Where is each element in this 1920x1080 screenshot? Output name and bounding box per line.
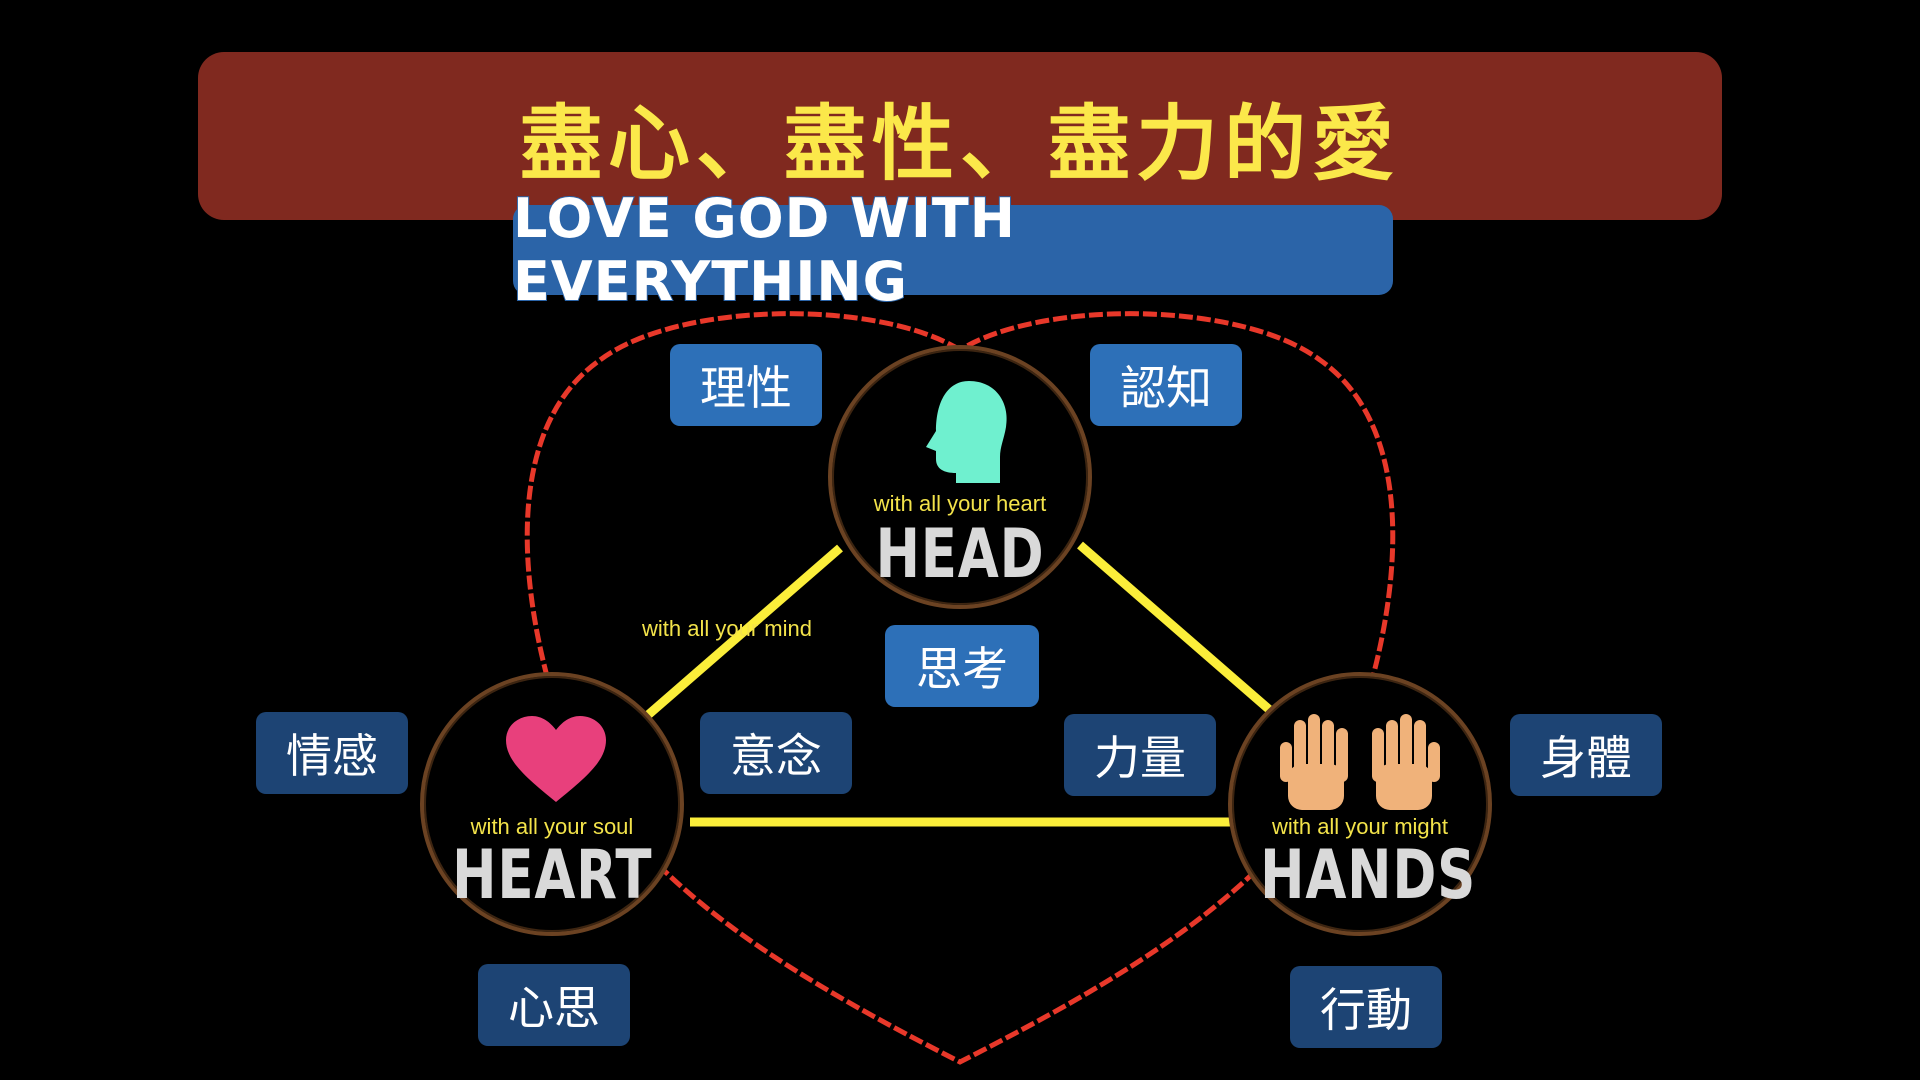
tag-intention: 意念 <box>700 712 852 794</box>
head-label: HEAD <box>875 515 1045 594</box>
page-subtitle: Love God with Everything <box>512 186 1016 314</box>
tag-mind: 心思 <box>478 964 630 1046</box>
hands-label: HANDS <box>1260 836 1477 915</box>
tag-cognition: 認知 <box>1090 344 1242 426</box>
tag-strength: 力量 <box>1064 714 1216 796</box>
node-hands: with all your might HANDS <box>1228 672 1492 936</box>
title-banner: 盡心、盡性、盡力的愛 <box>198 52 1722 220</box>
node-heart: with all your soul HEART <box>420 672 684 936</box>
heart-outline <box>524 311 1396 1065</box>
tag-body: 身體 <box>1510 714 1662 796</box>
raised-hands-icon <box>1280 714 1440 810</box>
tag-reason: 理性 <box>670 344 822 426</box>
page-title: 盡心、盡性、盡力的愛 <box>519 95 1400 192</box>
hands-caption: with all your might <box>1271 814 1449 839</box>
edge-label-mind: with all your mind <box>642 616 812 641</box>
tag-emotion: 情感 <box>256 712 408 794</box>
head-icon <box>926 381 1007 483</box>
tag-thinking: 思考 <box>885 625 1039 707</box>
heart-caption: with all your soul <box>470 814 634 839</box>
subtitle-banner: Love God with Everything <box>512 186 1393 314</box>
heart-label: HEART <box>452 836 653 915</box>
head-caption: with all your heart <box>873 491 1047 516</box>
heart-icon <box>506 716 606 802</box>
edge-head-heart <box>645 544 843 719</box>
edge-head-hands <box>1077 541 1275 716</box>
tag-action: 行動 <box>1290 966 1442 1048</box>
node-head: with all your heart HEAD <box>828 345 1092 609</box>
